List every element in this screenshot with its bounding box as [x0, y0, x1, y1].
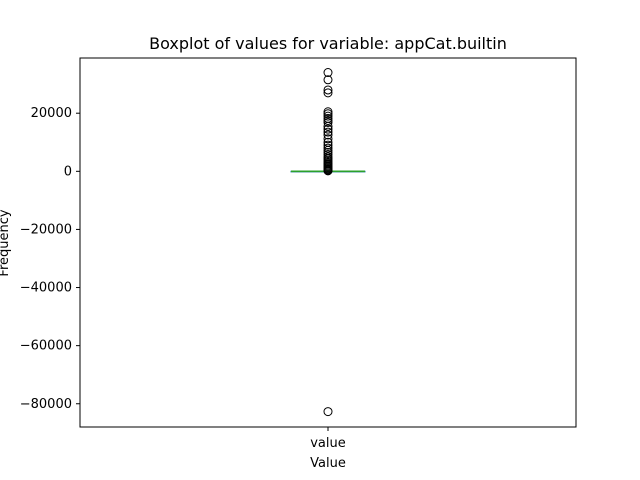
y-tick-label: −20000: [20, 222, 72, 237]
y-tick-label: 20000: [31, 106, 72, 121]
plot-frame: [79, 57, 577, 428]
outlier-point: [323, 75, 333, 85]
outlier-point: [323, 68, 333, 78]
y-axis-label: Frequency: [0, 209, 12, 276]
outlier-point: [323, 130, 333, 140]
outlier-point: [323, 109, 333, 119]
y-tick-label: 0: [64, 164, 72, 179]
x-tick-label: value: [310, 436, 346, 451]
chart-title: Boxplot of values for variable: appCat.b…: [149, 34, 507, 53]
x-axis-label: Value: [310, 456, 346, 471]
outlier-point: [323, 143, 333, 153]
y-tick-label: −40000: [20, 281, 72, 296]
y-tick-label: −60000: [20, 339, 72, 354]
y-tick-label: −80000: [20, 397, 72, 412]
outlier-point: [323, 111, 333, 121]
outlier-point: [323, 121, 333, 131]
outlier-point: [323, 134, 333, 144]
outlier-point: [323, 407, 333, 417]
outlier-point: [323, 140, 333, 150]
outlier-point: [323, 127, 333, 137]
outlier-point: [323, 88, 333, 98]
outlier-point: [323, 85, 333, 95]
outlier-point: [323, 166, 333, 176]
outlier-point: [323, 124, 333, 134]
outlier-point: [323, 118, 333, 128]
